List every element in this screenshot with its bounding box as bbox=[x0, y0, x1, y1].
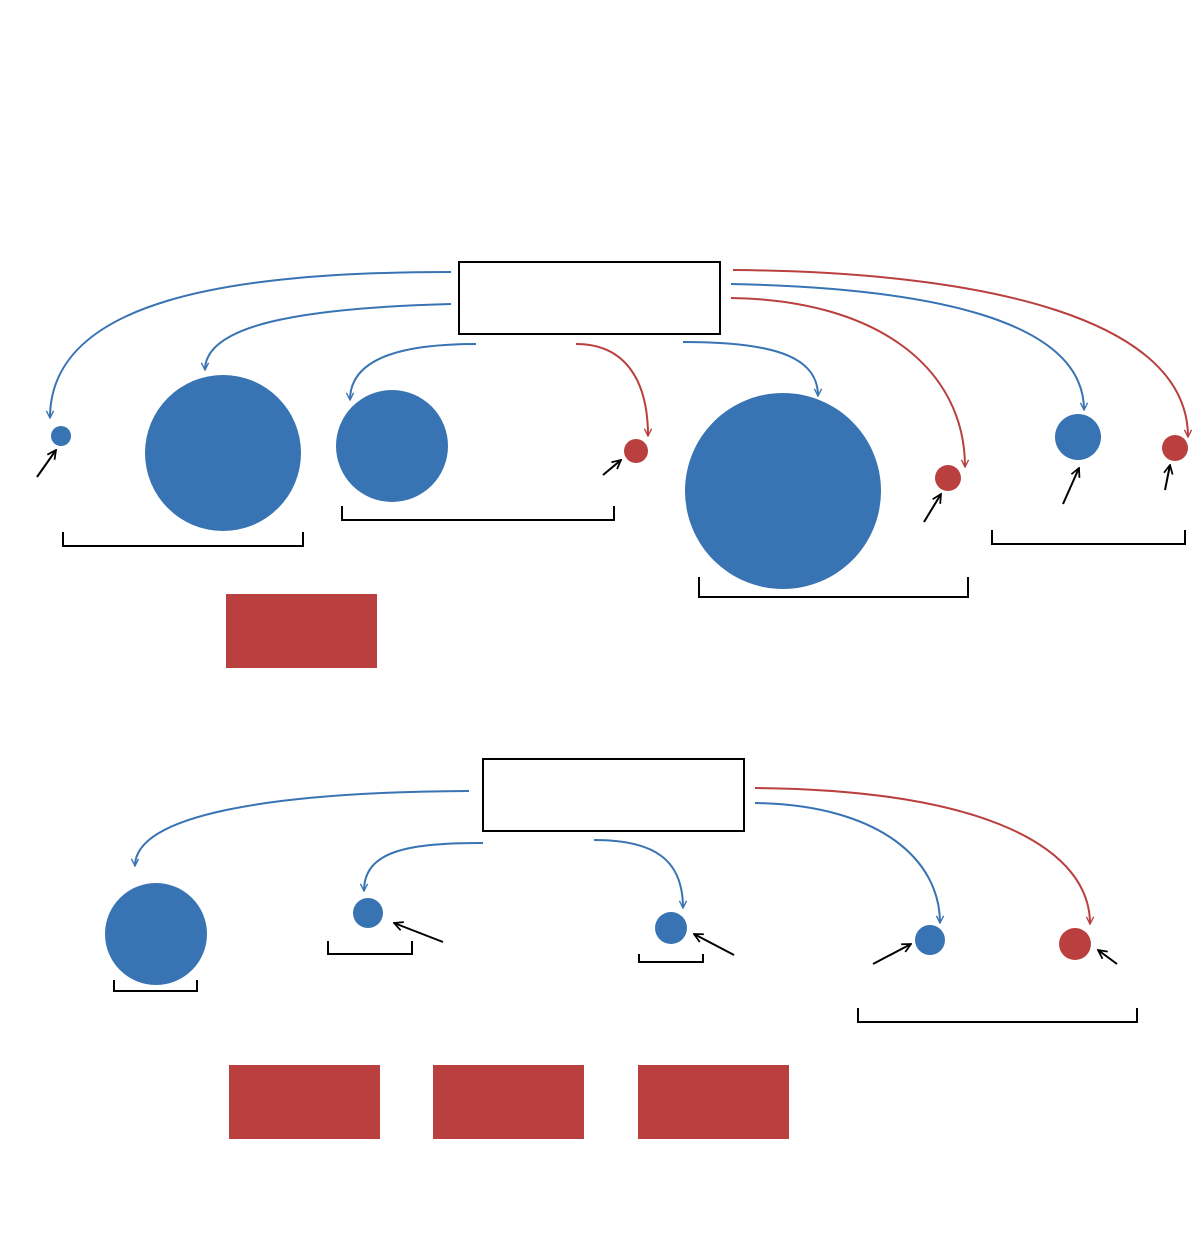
top-connector-2 bbox=[205, 303, 452, 370]
top-node-7 bbox=[1055, 414, 1101, 460]
bottom-connector-1 bbox=[135, 790, 470, 866]
top-connector-4 bbox=[575, 343, 648, 436]
top-node-6 bbox=[935, 465, 961, 491]
top-node-3 bbox=[336, 390, 448, 502]
top-pointer-arrow-4 bbox=[1062, 468, 1079, 505]
bottom-diagram bbox=[105, 758, 1138, 1139]
top-connector-6 bbox=[730, 297, 965, 467]
top-node-2 bbox=[145, 375, 301, 531]
bottom-pointer-arrow-3 bbox=[872, 944, 911, 965]
top-pointer-arrow-1 bbox=[36, 450, 56, 478]
top-node-4 bbox=[624, 439, 648, 463]
bottom-node-2 bbox=[353, 898, 383, 928]
top-pointer-arrow-3 bbox=[923, 494, 941, 523]
top-bracket-1 bbox=[62, 532, 304, 547]
top-connector-7 bbox=[730, 283, 1084, 410]
bottom-connector-2 bbox=[364, 842, 484, 891]
bottom-pointer-arrow-1 bbox=[394, 923, 444, 943]
top-source-box bbox=[458, 261, 721, 335]
top-bracket-2 bbox=[341, 506, 615, 521]
bottom-node-1 bbox=[105, 883, 207, 985]
top-connector-3 bbox=[350, 343, 477, 400]
top-node-8 bbox=[1162, 435, 1188, 461]
bottom-node-4 bbox=[915, 925, 945, 955]
bottom-pointer-arrow-4 bbox=[1098, 950, 1118, 965]
bottom-connector-4 bbox=[754, 802, 940, 923]
top-node-1 bbox=[51, 426, 71, 446]
bottom-bracket-4 bbox=[857, 1008, 1138, 1023]
top-connector-1 bbox=[50, 271, 452, 418]
top-red-block bbox=[226, 594, 377, 668]
bottom-bracket-3 bbox=[638, 954, 704, 963]
top-bracket-3 bbox=[698, 577, 969, 598]
bottom-red-block-1 bbox=[229, 1065, 380, 1139]
bottom-red-block-2 bbox=[433, 1065, 584, 1139]
bottom-connector-5 bbox=[754, 787, 1090, 924]
top-pointer-arrow-5 bbox=[1165, 465, 1170, 491]
top-node-5 bbox=[685, 393, 881, 589]
bottom-red-block-3 bbox=[638, 1065, 789, 1139]
bottom-bracket-1 bbox=[113, 980, 198, 992]
top-connector-5 bbox=[682, 341, 818, 396]
bottom-pointer-arrow-2 bbox=[694, 934, 735, 956]
top-connector-8 bbox=[732, 269, 1188, 437]
top-diagram bbox=[36, 261, 1188, 668]
bottom-source-box bbox=[482, 758, 745, 832]
bottom-node-5 bbox=[1059, 928, 1091, 960]
bottom-connector-3 bbox=[593, 839, 683, 908]
bottom-bracket-2 bbox=[327, 941, 413, 955]
top-bracket-4 bbox=[991, 530, 1186, 545]
bottom-node-3 bbox=[655, 912, 687, 944]
top-pointer-arrow-2 bbox=[602, 460, 621, 476]
